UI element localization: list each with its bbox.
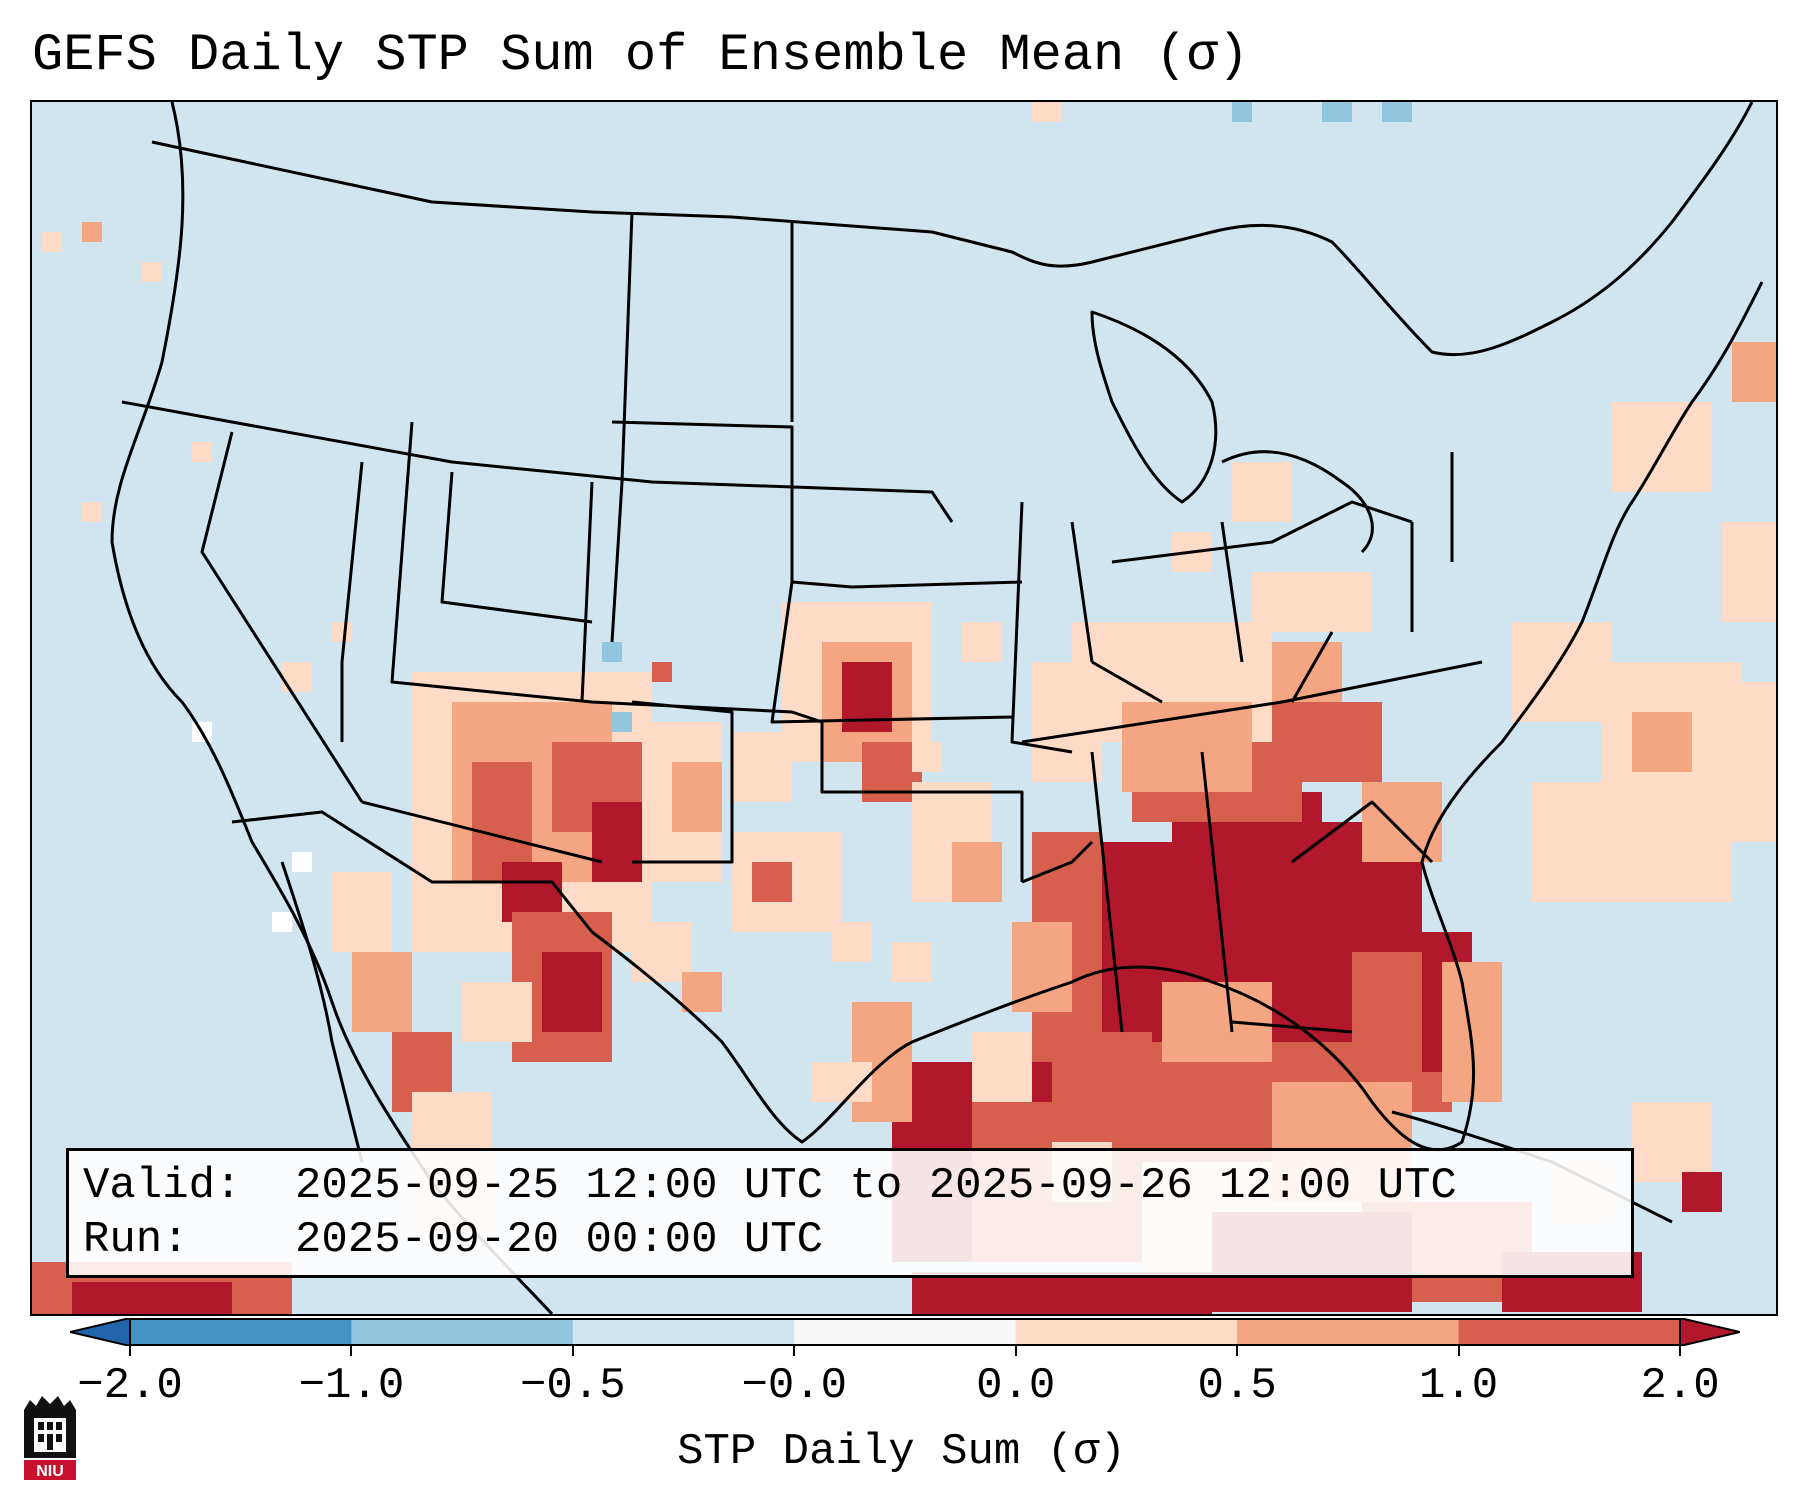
colorbar-extend-high <box>1679 1318 1740 1346</box>
colorbar-bin <box>794 1318 1017 1346</box>
colorbar-outline <box>129 1318 1681 1346</box>
map-title: GEFS Daily STP Sum of Ensemble Mean (σ) <box>32 26 1249 85</box>
run-label: Run: <box>83 1215 189 1265</box>
colorbar-tick-mark <box>350 1346 353 1356</box>
colorbar-tick-label: −2.0 <box>77 1361 183 1411</box>
colorbar-tick-label: 2.0 <box>1640 1361 1720 1411</box>
colorbar-tick-mark <box>1679 1346 1681 1356</box>
colorbar-tick-label: 1.0 <box>1418 1361 1499 1411</box>
colorbar-tick-label: 0.5 <box>1197 1361 1277 1411</box>
colorbar-tick-label: −0.0 <box>741 1361 848 1411</box>
colorbar-bin <box>351 1318 574 1346</box>
colorbar-tick-mark <box>1457 1346 1460 1356</box>
great-lakes <box>1090 310 1218 504</box>
valid-time-box: Valid: 2025-09-25 12:00 UTC to 2025-09-26… <box>66 1148 1634 1278</box>
run-row: Run: 2025-09-20 00:00 UTC <box>83 1213 1617 1267</box>
colorbar-tick-mark <box>571 1346 574 1356</box>
colorbar <box>70 1318 1740 1346</box>
colorbar-bin <box>1458 1318 1681 1346</box>
coastline-baja <box>280 861 364 1163</box>
colorbar-tick-label: 0.0 <box>976 1361 1056 1411</box>
colorbar-bin <box>1015 1318 1238 1346</box>
valid-value: 2025-09-25 12:00 UTC to 2025-09-26 12:00… <box>295 1161 1457 1211</box>
colorbar-tick-label: −1.0 <box>298 1361 405 1411</box>
colorbar-bin <box>572 1318 795 1346</box>
anomaly-map <box>32 102 1776 1314</box>
valid-label: Valid: <box>83 1161 242 1211</box>
border-canada <box>151 102 1754 357</box>
state-boundaries <box>121 211 1483 1034</box>
colorbar-tick-mark <box>1236 1346 1239 1356</box>
colorbar-label: STP Daily Sum (σ) <box>677 1427 1126 1477</box>
valid-row: Valid: 2025-09-25 12:00 UTC to 2025-09-26… <box>83 1159 1617 1213</box>
border-mexico <box>231 810 594 933</box>
colorbar-bin <box>130 1318 352 1346</box>
colorbar-tick-mark <box>1014 1346 1017 1356</box>
colorbar-extend-low <box>70 1318 131 1346</box>
colorbar-tick-mark <box>129 1346 131 1356</box>
map-panel <box>30 100 1778 1316</box>
colorbar-tick-mark <box>793 1346 796 1356</box>
colorbar-bin <box>1237 1318 1460 1346</box>
run-value: 2025-09-20 00:00 UTC <box>295 1215 824 1265</box>
niu-logo: NIU <box>24 1396 76 1480</box>
colorbar-tick-label: −0.5 <box>520 1361 626 1411</box>
logo-text: NIU <box>36 1463 64 1480</box>
